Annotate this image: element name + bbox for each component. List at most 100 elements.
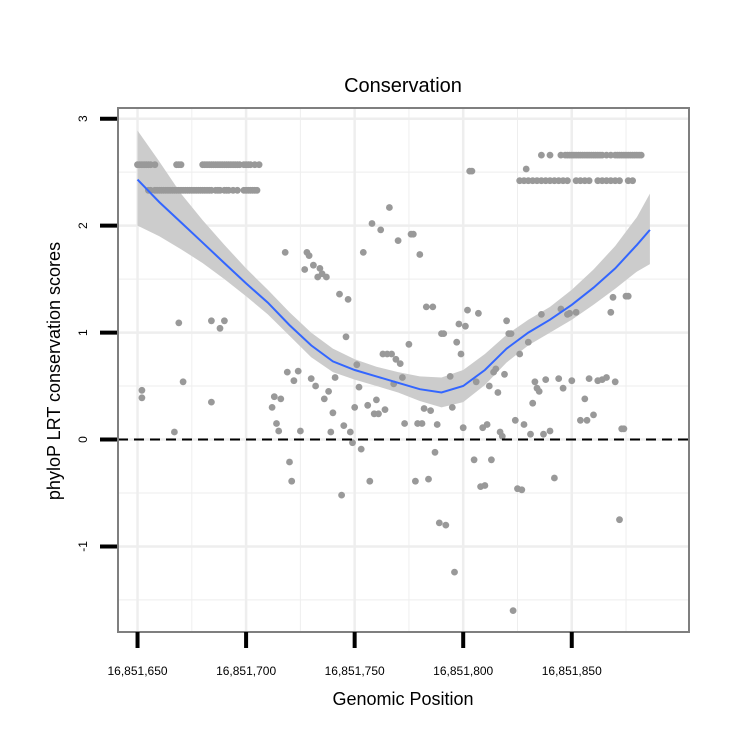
y-axis: -1 0 1 2 3 bbox=[76, 115, 117, 552]
data-point bbox=[566, 309, 573, 317]
chart-title: Conservation bbox=[344, 75, 462, 97]
x-tick-label: 16,851,650 bbox=[108, 664, 168, 678]
data-point bbox=[527, 430, 534, 438]
loess-fit-line bbox=[136, 178, 651, 394]
data-point bbox=[546, 427, 554, 435]
data-point bbox=[585, 177, 593, 185]
data-point bbox=[381, 406, 389, 413]
data-point bbox=[522, 165, 530, 173]
data-point bbox=[320, 395, 328, 403]
data-point bbox=[470, 456, 478, 464]
data-point bbox=[281, 249, 289, 256]
data-point bbox=[531, 378, 539, 386]
data-point bbox=[353, 361, 361, 369]
data-point bbox=[355, 383, 363, 391]
data-point bbox=[511, 416, 519, 424]
data-point bbox=[564, 177, 571, 185]
y-tick-label: 1 bbox=[76, 329, 90, 336]
data-point bbox=[373, 396, 380, 404]
y-tick-label: 0 bbox=[76, 436, 90, 443]
data-point bbox=[394, 237, 402, 245]
data-point bbox=[485, 382, 493, 390]
data-point bbox=[331, 374, 339, 381]
data-point bbox=[329, 409, 337, 417]
data-point bbox=[494, 389, 502, 396]
data-point bbox=[312, 382, 319, 390]
data-point bbox=[457, 350, 465, 358]
data-point bbox=[455, 320, 463, 328]
data-point bbox=[386, 204, 393, 211]
x-tick-label: 16,851,800 bbox=[433, 664, 493, 678]
data-point bbox=[307, 375, 315, 382]
data-point bbox=[275, 427, 283, 435]
data-point bbox=[338, 491, 345, 499]
data-point bbox=[392, 355, 400, 363]
y-tick-label: 3 bbox=[76, 115, 90, 122]
data-point bbox=[177, 161, 185, 169]
data-point bbox=[268, 404, 276, 411]
data-point bbox=[535, 388, 543, 395]
data-point bbox=[301, 266, 309, 273]
data-point bbox=[472, 378, 480, 386]
data-point bbox=[286, 458, 293, 466]
data-point bbox=[179, 378, 187, 386]
data-point bbox=[366, 477, 374, 485]
data-point bbox=[377, 226, 385, 234]
data-point bbox=[305, 252, 313, 259]
data-point bbox=[364, 401, 372, 409]
data-point bbox=[316, 265, 324, 272]
data-point bbox=[405, 340, 413, 348]
data-point bbox=[310, 261, 317, 269]
x-axis-label: Genomic Position bbox=[332, 689, 473, 709]
data-point bbox=[431, 448, 439, 456]
data-point bbox=[501, 370, 508, 378]
data-point bbox=[629, 177, 636, 185]
data-point bbox=[551, 474, 558, 482]
data-point bbox=[509, 607, 517, 614]
data-point bbox=[568, 377, 576, 385]
data-point bbox=[440, 330, 448, 337]
data-point bbox=[273, 420, 280, 427]
data-point bbox=[283, 368, 291, 376]
data-point bbox=[446, 373, 454, 380]
grid bbox=[118, 108, 689, 632]
data-point bbox=[290, 377, 298, 385]
data-point bbox=[603, 374, 610, 381]
data-point bbox=[468, 167, 476, 175]
data-point bbox=[577, 416, 584, 424]
data-point bbox=[483, 421, 491, 428]
x-axis: 16,851,650 16,851,700 16,851,750 16,851,800… bbox=[108, 632, 602, 678]
data-point bbox=[388, 350, 395, 358]
data-point bbox=[255, 161, 263, 169]
data-point bbox=[555, 375, 563, 382]
data-point bbox=[546, 151, 554, 159]
data-point bbox=[583, 416, 591, 424]
data-point bbox=[418, 420, 426, 427]
data-point bbox=[540, 430, 547, 438]
data-point bbox=[616, 177, 623, 185]
data-point bbox=[503, 317, 510, 325]
data-point bbox=[498, 432, 506, 440]
data-point bbox=[572, 308, 580, 316]
x-tick-label: 16,851,850 bbox=[542, 664, 602, 678]
y-axis-label: phyloP LRT conservation scores bbox=[44, 242, 64, 500]
data-point bbox=[475, 309, 482, 317]
data-point bbox=[297, 427, 304, 435]
data-point bbox=[442, 521, 450, 529]
data-point bbox=[607, 308, 615, 316]
data-point bbox=[524, 338, 532, 346]
data-point bbox=[346, 428, 354, 436]
data-point bbox=[277, 395, 285, 403]
x-tick-label: 16,851,700 bbox=[216, 664, 276, 678]
data-point bbox=[516, 350, 524, 358]
data-point bbox=[585, 375, 593, 382]
data-point bbox=[375, 410, 382, 418]
data-point bbox=[481, 482, 489, 489]
data-point bbox=[559, 384, 567, 392]
y-tick-label: -1 bbox=[76, 541, 90, 552]
data-point bbox=[351, 404, 359, 411]
data-point bbox=[412, 477, 419, 485]
data-point bbox=[435, 519, 443, 527]
data-point bbox=[294, 367, 302, 375]
data-point bbox=[359, 249, 367, 256]
